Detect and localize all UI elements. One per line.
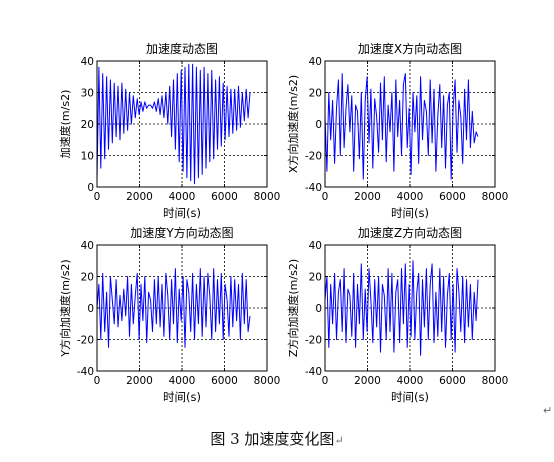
y-tick-label: 10 — [81, 151, 94, 163]
y-tick-label: -20 — [305, 335, 322, 347]
x-tick-label: 2000 — [354, 375, 381, 387]
series-line — [96, 268, 251, 348]
series-line — [324, 73, 479, 180]
y-tick-label: 0 — [315, 119, 322, 131]
y-tick-label: 40 — [81, 56, 94, 68]
y-axis-label: Y方向加速度(m/s2) — [58, 259, 72, 357]
x-tick-label: 2000 — [126, 191, 153, 203]
chart-panel-y-acceleration: 0 2000 4000 6000 8000 -40 -20 0 20 40 加速度Y方向动态图时间(… — [58, 225, 280, 404]
chart-title: 加速度Y方向动态图 — [130, 225, 233, 240]
chart-title: 加速度Z方向动态图 — [358, 225, 462, 240]
x-tick-label: 0 — [322, 191, 329, 203]
y-tick-label: -40 — [77, 366, 94, 378]
x-tick-label: 8000 — [254, 375, 281, 387]
y-tick-label: 20 — [309, 272, 322, 284]
caption-return-mark: ↵ — [334, 434, 344, 447]
x-tick-label: 6000 — [211, 375, 238, 387]
y-axis-label: Z方向加速度(m/s2) — [286, 259, 300, 357]
x-tick-label: 4000 — [169, 191, 196, 203]
y-tick-label: -40 — [305, 182, 322, 194]
x-tick-label: 4000 — [397, 375, 424, 387]
x-axis-label: 时间(s) — [163, 206, 201, 220]
chart-title: 加速度动态图 — [146, 41, 218, 56]
y-tick-label: 0 — [87, 303, 94, 315]
chart-panel-x-acceleration: 0 2000 4000 6000 8000 -40 -20 0 20 40 加速度X方向动态图时间(… — [286, 41, 508, 220]
y-tick-label: 40 — [309, 240, 322, 252]
y-tick-label: 20 — [309, 88, 322, 100]
y-tick-label: 30 — [81, 88, 94, 100]
y-tick-label: 40 — [81, 240, 94, 252]
x-tick-label: 4000 — [169, 375, 196, 387]
x-tick-label: 0 — [94, 191, 101, 203]
x-tick-label: 2000 — [126, 375, 153, 387]
x-axis-label: 时间(s) — [391, 390, 429, 404]
x-tick-label: 0 — [94, 375, 101, 387]
x-tick-label: 4000 — [397, 191, 424, 203]
x-tick-label: 6000 — [211, 191, 238, 203]
y-axis-label: X方向加速度(m/s2) — [286, 75, 300, 173]
y-tick-label: -20 — [77, 335, 94, 347]
x-tick-label: 6000 — [439, 375, 466, 387]
y-tick-label: 20 — [81, 272, 94, 284]
series-line — [324, 260, 479, 356]
y-tick-label: 20 — [81, 119, 94, 131]
x-tick-label: 0 — [322, 375, 329, 387]
y-tick-label: 0 — [315, 303, 322, 315]
x-tick-label: 6000 — [439, 191, 466, 203]
paragraph-mark: ↵ — [543, 404, 553, 417]
chart-panel-z-acceleration: 0 2000 4000 6000 8000 -40 -20 0 20 40 加速度Z方向动态图时间(… — [286, 225, 508, 404]
y-tick-label: -40 — [305, 366, 322, 378]
series-line — [96, 63, 251, 185]
x-tick-label: 8000 — [254, 191, 281, 203]
x-axis-label: 时间(s) — [391, 206, 429, 220]
x-axis-label: 时间(s) — [163, 390, 201, 404]
chart-title: 加速度X方向动态图 — [358, 41, 462, 56]
x-tick-label: 2000 — [354, 191, 381, 203]
y-axis-label: 加速度(m/s2) — [58, 90, 72, 159]
caption-text: 图 3 加速度变化图 — [210, 430, 335, 448]
y-tick-label: 40 — [309, 56, 322, 68]
y-tick-label: 0 — [87, 182, 94, 194]
x-tick-label: 8000 — [482, 191, 509, 203]
figure-caption: 图 3 加速度变化图↵ — [0, 428, 554, 449]
x-tick-label: 8000 — [482, 375, 509, 387]
y-tick-label: -20 — [305, 151, 322, 163]
